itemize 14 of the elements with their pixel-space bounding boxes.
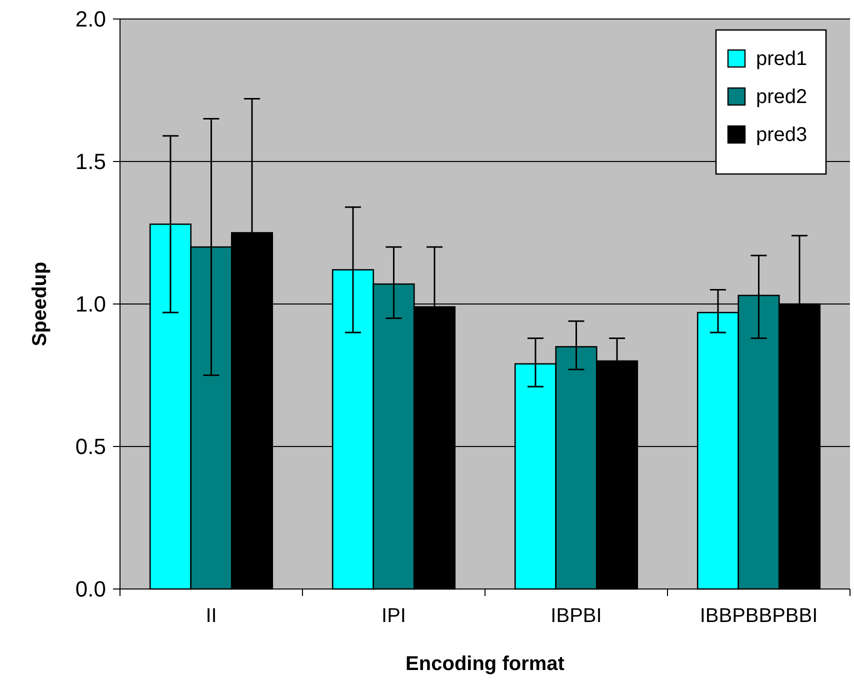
x-tick-label: IBBPBBPBBI: [700, 605, 818, 627]
x-tick-label: IBPBI: [550, 605, 602, 627]
y-tick-label: 1.5: [75, 149, 106, 174]
x-tick-label: IPI: [382, 605, 406, 627]
legend-label: pred1: [756, 48, 808, 70]
y-axis-title: Speedup: [29, 262, 51, 346]
y-tick-label: 1.0: [75, 292, 106, 317]
y-tick-label: 2.0: [75, 6, 106, 32]
legend-label: pred3: [756, 124, 808, 146]
x-tick-label: II: [206, 605, 217, 627]
x-axis-title: Encoding format: [406, 653, 565, 675]
legend-label: pred2: [756, 86, 808, 108]
y-tick-label: 0.5: [75, 434, 106, 460]
y-tick-label: 0.0: [75, 576, 106, 602]
